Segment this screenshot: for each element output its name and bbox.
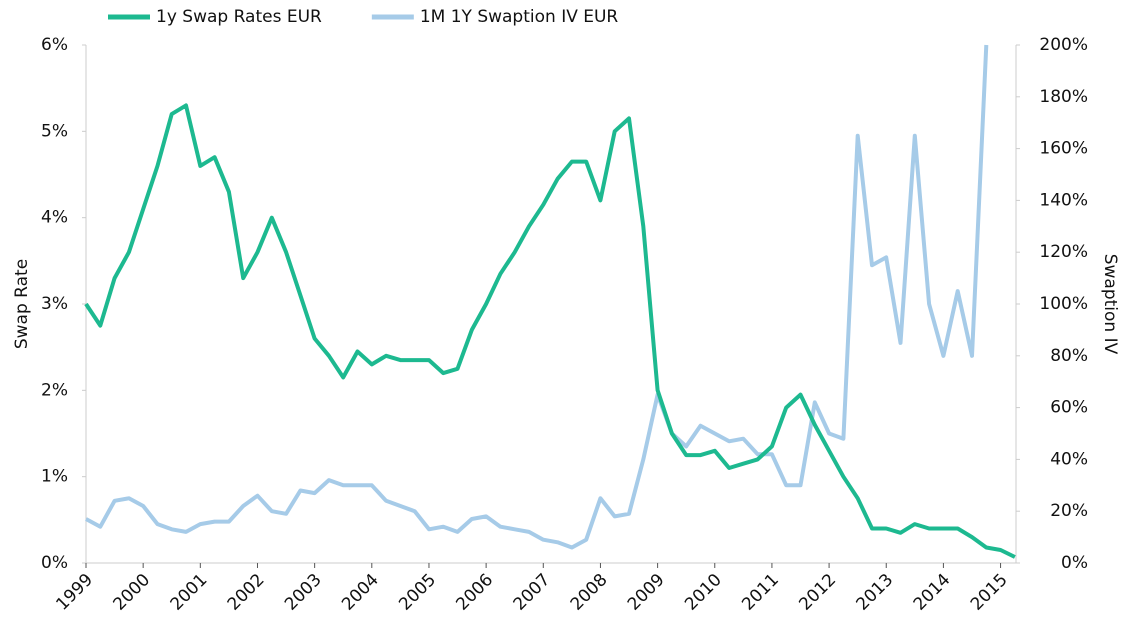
x-tick-label: 1999 [52,570,97,615]
y-tick-label: 4% [41,208,68,228]
x-tick-label: 2003 [281,570,326,615]
x-tick-label: 2000 [109,570,154,615]
y2-tick-label: 20% [1050,501,1088,521]
y-tick-label: 5% [41,121,68,141]
y-axis-title: Swap Rate [12,259,32,349]
y2-tick-label: 140% [1039,190,1088,210]
x-tick-label: 2008 [567,570,612,615]
x-tick-label: 2002 [224,570,269,615]
x-tick-label: 2006 [452,570,497,615]
x-tick-label: 2013 [853,570,898,615]
legend-label: 1y Swap Rates EUR [156,7,322,27]
y-tick-label: 3% [41,294,68,314]
x-tick-label: 2010 [681,570,726,615]
y2-tick-label: 200% [1039,35,1088,55]
y-tick-label: 2% [41,380,68,400]
y-tick-label: 6% [41,35,68,55]
y2-tick-label: 180% [1039,87,1088,107]
x-tick-label: 2005 [395,570,440,615]
y2-tick-label: 100% [1039,294,1088,314]
x-tick-label: 2001 [167,570,212,615]
y2-tick-label: 60% [1050,398,1088,418]
y2-tick-label: 120% [1039,242,1088,262]
x-tick-label: 2015 [967,570,1012,615]
x-tick-label: 2011 [738,570,783,615]
y2-tick-label: 40% [1050,449,1088,469]
x-tick-label: 2009 [624,570,669,615]
series-line [84,103,1016,559]
y2-tick-label: 80% [1050,346,1088,366]
x-tick-label: 2007 [510,570,555,615]
y-tick-label: 0% [41,553,68,573]
y-tick-label: 1% [41,467,68,487]
legend-label: 1M 1Y Swaption IV EUR [420,7,619,27]
x-tick-label: 2004 [338,570,383,615]
y2-axis-title: Swaption IV [1100,254,1120,355]
series-line [85,44,989,550]
x-tick-label: 2012 [795,570,840,615]
y2-tick-label: 160% [1039,139,1088,159]
x-tick-label: 2014 [910,570,955,615]
y2-tick-label: 0% [1061,553,1088,573]
